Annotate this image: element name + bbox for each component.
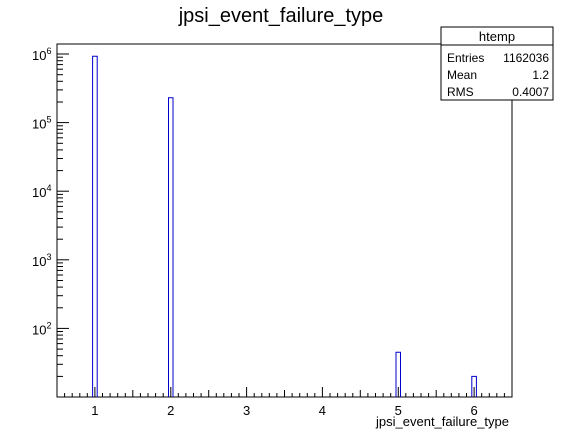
stats-entries-label: Entries [447, 51, 484, 65]
stats-box-frame [440, 26, 554, 101]
chart-title: jpsi_event_failure_type [178, 5, 384, 27]
stats-mean-value: 1.2 [532, 68, 549, 82]
y-tick-label-2: 104 [32, 183, 51, 200]
histogram-bars [92, 55, 477, 397]
y-tick-label-0: 102 [32, 320, 51, 337]
stats-box-title: htemp [479, 29, 515, 44]
histogram-bar-1 [92, 55, 98, 397]
x-axis: 1 2 3 4 5 6 [56, 387, 513, 418]
x-axis-title: jpsi_event_failure_type [375, 414, 509, 429]
stats-mean-label: Mean [447, 68, 477, 82]
y-tick-label-4: 106 [32, 46, 51, 63]
x-tick-label-1: 1 [91, 403, 98, 418]
histogram-bar-4 [471, 375, 477, 397]
x-tick-label-5: 5 [395, 403, 402, 418]
y-tick-label-1: 103 [32, 252, 51, 269]
x-tick-label-4: 4 [319, 403, 326, 418]
x-tick-label-3: 3 [243, 403, 250, 418]
y-axis: 102 103 104 105 106 [32, 46, 69, 398]
x-tick-label-6: 6 [470, 403, 477, 418]
stats-rms-value: 0.4007 [512, 85, 549, 99]
y-tick-label-3: 105 [32, 115, 51, 132]
stats-rms-label: RMS [447, 85, 474, 99]
stats-box: htemp Entries 1162036 Mean 1.2 RMS 0.400… [440, 26, 554, 101]
stats-entries-value: 1162036 [503, 51, 549, 65]
x-tick-label-2: 2 [167, 403, 174, 418]
histogram-bar-3 [395, 351, 401, 397]
histogram-bar-2 [168, 97, 174, 397]
